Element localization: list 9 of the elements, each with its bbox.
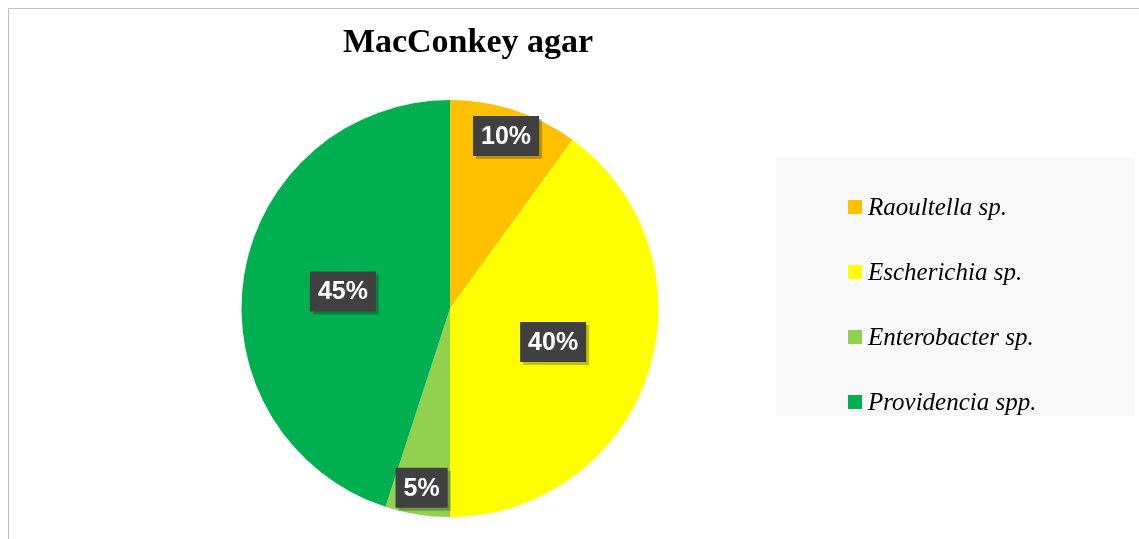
data-label: 40%: [528, 326, 579, 355]
legend-label: Providencia spp.: [868, 387, 1037, 416]
legend-label: Escherichia sp.: [868, 257, 1023, 286]
data-label: 5%: [403, 472, 440, 501]
data-label: 45%: [317, 276, 368, 305]
legend-label: Raoultella sp.: [868, 192, 1007, 221]
legend-label: Enterobacter sp.: [868, 322, 1034, 351]
chart-title: MacConkey agar: [341, 22, 595, 60]
data-label: 10%: [481, 120, 532, 149]
